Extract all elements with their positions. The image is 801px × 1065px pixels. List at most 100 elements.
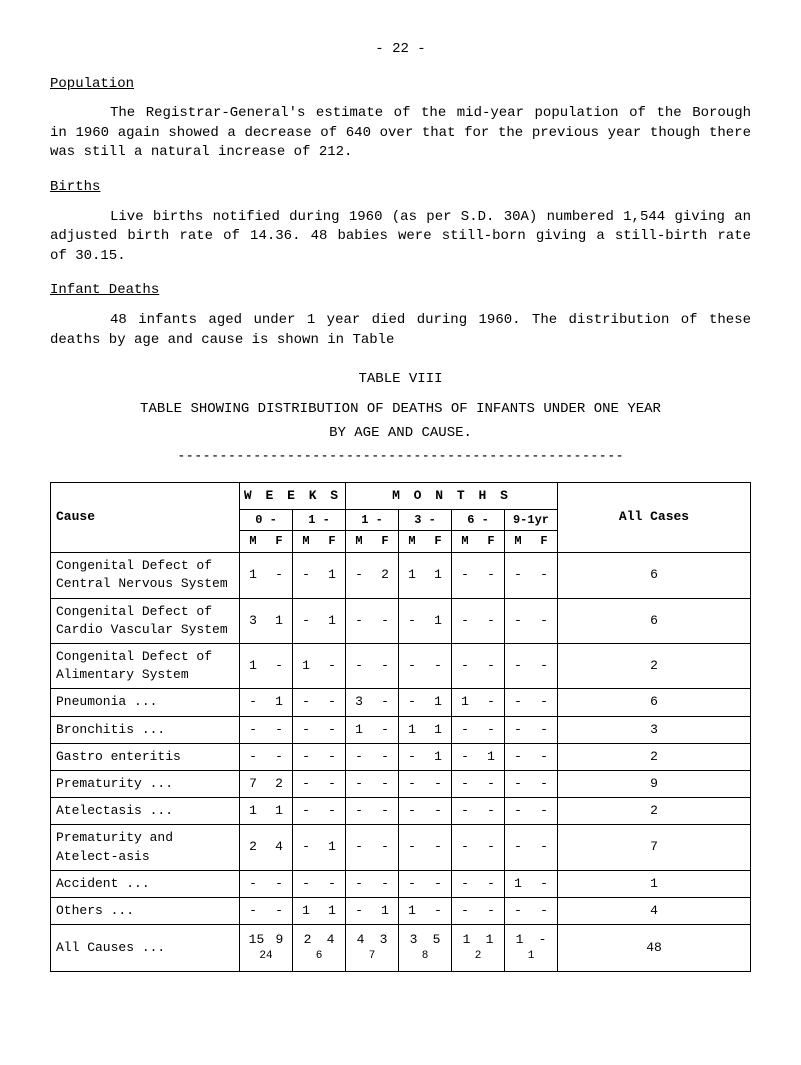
value-cell: -: [505, 716, 532, 743]
value-cell: 2: [240, 825, 267, 870]
value-cell: 1: [319, 553, 346, 598]
value-cell: -: [478, 798, 505, 825]
value-cell: -: [346, 897, 373, 924]
value-cell: 1: [293, 644, 320, 689]
value-cell: 1: [266, 598, 293, 643]
col-range-1: 1 -: [293, 509, 346, 531]
cause-cell: Atelectasis ...: [51, 798, 240, 825]
value-cell: -: [240, 716, 267, 743]
value-cell: -: [266, 644, 293, 689]
value-cell: -: [452, 743, 479, 770]
value-cell: -: [399, 743, 426, 770]
value-cell: -: [399, 598, 426, 643]
value-cell: 1: [293, 897, 320, 924]
value-cell: -: [372, 798, 399, 825]
para-births: Live births notified during 1960 (as per…: [50, 208, 751, 267]
value-cell: -: [399, 798, 426, 825]
value-cell: -: [425, 770, 452, 797]
value-cell: 1: [425, 716, 452, 743]
value-cell: 1: [478, 743, 505, 770]
value-cell: -: [505, 798, 532, 825]
value-cell: -: [505, 825, 532, 870]
value-cell: -: [346, 770, 373, 797]
value-cell: 2: [266, 770, 293, 797]
value-cell: -: [372, 598, 399, 643]
value-cell: -: [425, 825, 452, 870]
value-cell: -: [452, 644, 479, 689]
value-cell: -: [293, 743, 320, 770]
value-cell: -: [505, 743, 532, 770]
value-cell: -: [452, 553, 479, 598]
value-cell: 1: [425, 689, 452, 716]
value-cell: -: [266, 716, 293, 743]
total-cell: 2: [558, 798, 751, 825]
value-cell: -: [531, 598, 558, 643]
totals-row: All Causes ...159242464373581121-148: [51, 925, 751, 972]
grand-total-cell: 48: [558, 925, 751, 972]
mf-m: M: [399, 531, 426, 553]
value-cell: -: [425, 798, 452, 825]
value-cell: -: [372, 743, 399, 770]
mf-f: F: [478, 531, 505, 553]
value-cell: 1: [346, 716, 373, 743]
value-cell: -: [505, 897, 532, 924]
table-subtitle: TABLE SHOWING DISTRIBUTION OF DEATHS OF …: [50, 400, 751, 420]
value-cell: 2: [372, 553, 399, 598]
value-cell: -: [319, 644, 346, 689]
value-cell: -: [293, 598, 320, 643]
col-range-2: 1 -: [346, 509, 399, 531]
total-cell: 4: [558, 897, 751, 924]
header-cause: Cause: [51, 482, 240, 553]
value-cell: -: [319, 870, 346, 897]
value-cell: 1: [240, 644, 267, 689]
value-cell: 1: [319, 598, 346, 643]
value-cell: -: [240, 897, 267, 924]
header-weeks: W E E K S: [240, 482, 346, 509]
totals-group-cell: 358: [399, 925, 452, 972]
value-cell: -: [266, 897, 293, 924]
deaths-table: Cause W E E K S M O N T H S All Cases 0 …: [50, 482, 751, 972]
value-cell: 1: [266, 689, 293, 716]
value-cell: -: [319, 770, 346, 797]
value-cell: -: [293, 825, 320, 870]
value-cell: -: [452, 770, 479, 797]
totals-group-cell: 246: [293, 925, 346, 972]
dashed-line: ----------------------------------------…: [50, 447, 751, 467]
col-range-4: 6 -: [452, 509, 505, 531]
mf-m: M: [452, 531, 479, 553]
heading-infant-deaths: Infant Deaths: [50, 281, 751, 301]
value-cell: -: [293, 553, 320, 598]
totals-cause: All Causes ...: [51, 925, 240, 972]
value-cell: 4: [266, 825, 293, 870]
value-cell: -: [531, 825, 558, 870]
value-cell: -: [346, 743, 373, 770]
value-cell: -: [425, 897, 452, 924]
value-cell: -: [346, 870, 373, 897]
totals-group-cell: 437: [346, 925, 399, 972]
value-cell: -: [478, 644, 505, 689]
table-row: Prematurity and Atelect-asis24-1--------…: [51, 825, 751, 870]
value-cell: -: [372, 825, 399, 870]
value-cell: -: [531, 897, 558, 924]
value-cell: -: [505, 689, 532, 716]
value-cell: -: [478, 553, 505, 598]
value-cell: 1: [399, 897, 426, 924]
cause-cell: Gastro enteritis: [51, 743, 240, 770]
value-cell: 1: [425, 553, 452, 598]
value-cell: -: [399, 644, 426, 689]
table-row: Pneumonia ...-1--3--11---6: [51, 689, 751, 716]
table-row: Accident ...----------1-1: [51, 870, 751, 897]
mf-f: F: [266, 531, 293, 553]
value-cell: -: [240, 743, 267, 770]
table-row: Others ...--11-11-----4: [51, 897, 751, 924]
table-row: Prematurity ...72----------9: [51, 770, 751, 797]
value-cell: -: [293, 689, 320, 716]
mf-m: M: [240, 531, 267, 553]
table-row: Congenital Defect of Cardio Vascular Sys…: [51, 598, 751, 643]
table-row: Congenital Defect of Central Nervous Sys…: [51, 553, 751, 598]
value-cell: 1: [425, 598, 452, 643]
value-cell: -: [319, 689, 346, 716]
cause-cell: Congenital Defect of Central Nervous Sys…: [51, 553, 240, 598]
value-cell: 1: [240, 798, 267, 825]
value-cell: -: [346, 553, 373, 598]
